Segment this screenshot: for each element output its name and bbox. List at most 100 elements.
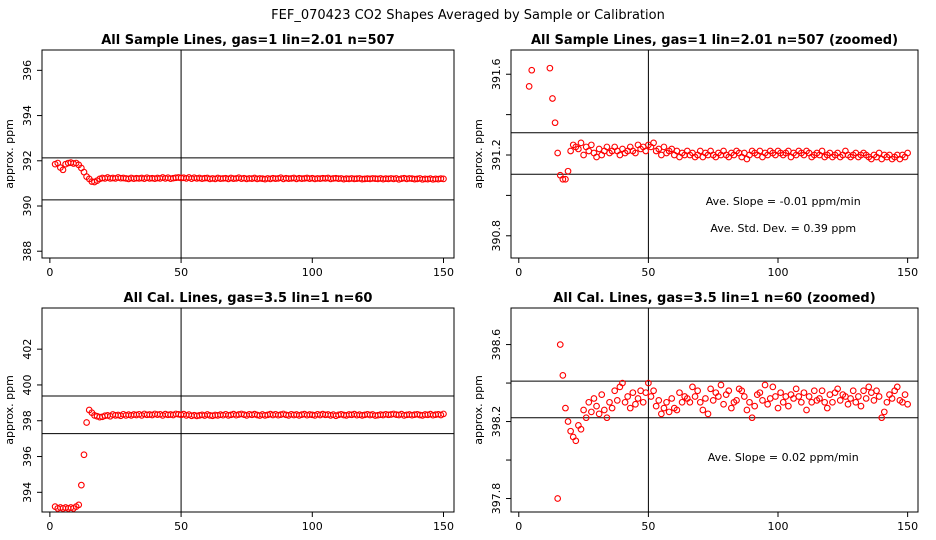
chart4-point <box>577 425 585 433</box>
chart4-point <box>904 400 911 408</box>
chart2-point <box>549 95 556 102</box>
chart4-point <box>699 406 707 414</box>
chart4-point <box>751 402 759 410</box>
chart4-point <box>764 400 771 408</box>
chart4-point <box>593 402 600 410</box>
chart1-panel: All Sample Lines, gas=1 lin=2.01 n=507 0 5… <box>3 33 455 279</box>
chart1-xtick-label: 50 <box>174 266 188 279</box>
chart2-point <box>642 147 650 155</box>
chart1-xtick-label: 100 <box>302 266 323 279</box>
chart4-point <box>849 387 857 395</box>
chart2-annotation: Ave. Slope = -0.01 ppm/min <box>706 195 861 208</box>
chart4-point <box>702 395 709 402</box>
chart4-point <box>862 395 870 402</box>
chart3-ytick-label: 398 <box>21 410 34 431</box>
chart4-point <box>823 404 831 412</box>
chart1-ytick-label: 396 <box>21 60 34 81</box>
chart4-point <box>717 381 725 389</box>
chart1-ytick-label: 388 <box>21 241 34 262</box>
chart4-point <box>611 387 619 395</box>
chart4-ytick-label: 397.8 <box>490 483 503 515</box>
chart4-point <box>829 398 836 406</box>
chart4-point <box>590 395 598 402</box>
chart4-point <box>860 387 867 395</box>
chart4-point <box>836 397 844 404</box>
chart4-point <box>733 397 740 404</box>
chart4-point <box>821 398 829 406</box>
chart4-point <box>585 398 593 406</box>
chart4-point <box>743 406 751 414</box>
chart4-point <box>715 393 722 400</box>
chart1-ylabel: approx. ppm <box>3 119 16 189</box>
chart4-point <box>626 404 634 412</box>
chart4-point <box>655 397 663 404</box>
chart4-point <box>769 383 777 391</box>
chart4-point <box>559 372 567 379</box>
chart4-point <box>595 410 603 418</box>
chart4-point <box>772 393 779 400</box>
chart4-point <box>608 404 616 412</box>
chart4-point <box>554 495 562 502</box>
chart3-plot-frame <box>41 307 455 513</box>
chart4-plot-frame <box>510 307 919 513</box>
chart4-point <box>883 398 891 406</box>
chart2-point <box>650 139 657 147</box>
chart4-point <box>673 406 681 414</box>
chart4-point <box>761 381 769 389</box>
chart4-point <box>619 379 626 387</box>
chart4-xtick-label: 150 <box>897 520 918 533</box>
chart2-point <box>660 143 668 151</box>
chart4-point <box>810 387 818 395</box>
chart4-point <box>603 414 611 422</box>
chart4-ytick-label: 398.2 <box>490 406 503 438</box>
chart4-point <box>613 397 621 404</box>
chart4-point <box>639 398 647 406</box>
chart2-point <box>554 149 562 157</box>
chart4-point <box>694 387 701 395</box>
chart4-point <box>658 410 665 418</box>
chart4-point <box>562 404 569 412</box>
chart4-point <box>621 398 629 406</box>
chart4-point <box>748 414 756 422</box>
chart4-point <box>663 398 670 406</box>
chart3-point <box>80 451 88 459</box>
chart4-xtick-label: 100 <box>768 520 789 533</box>
chart4-point <box>624 393 632 400</box>
chart1-ytick-label: 390 <box>21 196 34 217</box>
chart4-point <box>707 385 714 393</box>
chart2-plot-frame <box>510 49 919 259</box>
figure-title: FEF_070423 CO2 Shapes Averaged by Sample… <box>271 8 665 23</box>
chart4-point <box>852 398 860 406</box>
chart4-point <box>598 391 606 398</box>
chart2-point <box>632 149 639 157</box>
chart4-point <box>779 398 787 406</box>
chart3-point <box>75 501 83 509</box>
chart4-point <box>740 393 748 400</box>
chart2-ylabel: approx. ppm <box>472 119 485 189</box>
chart2-point <box>580 151 587 159</box>
chart4-ylabel: approx. ppm <box>472 375 485 445</box>
chart2-ytick-label: 391.6 <box>490 58 503 90</box>
chart4-point <box>834 385 841 393</box>
chart2-panel: All Sample Lines, gas=1 lin=2.01 n=507 (… <box>472 33 919 279</box>
chart4-point <box>665 408 673 416</box>
chart4-point <box>704 410 712 418</box>
chart4-point <box>818 387 826 395</box>
chart4-point <box>572 437 580 445</box>
chart1-ytick-label: 394 <box>21 105 34 126</box>
chart2-point <box>588 141 595 149</box>
chart4-point <box>564 418 572 425</box>
chart4-point <box>803 406 810 414</box>
chart3-ytick-label: 402 <box>21 339 34 360</box>
chart2-point <box>904 149 911 157</box>
chart4-point <box>645 379 652 387</box>
chart2-title: All Sample Lines, gas=1 lin=2.01 n=507 (… <box>531 33 898 48</box>
chart4-panel: All Cal. Lines, gas=3.5 lin=1 n=60 (zoom… <box>472 291 919 533</box>
chart2-point <box>562 175 569 183</box>
chart3-xtick-label: 50 <box>174 520 188 533</box>
chart4-point <box>738 387 746 395</box>
chart2-xtick-label: 0 <box>515 266 522 279</box>
chart4-point <box>709 397 717 404</box>
chart3-ytick-label: 400 <box>21 374 34 395</box>
